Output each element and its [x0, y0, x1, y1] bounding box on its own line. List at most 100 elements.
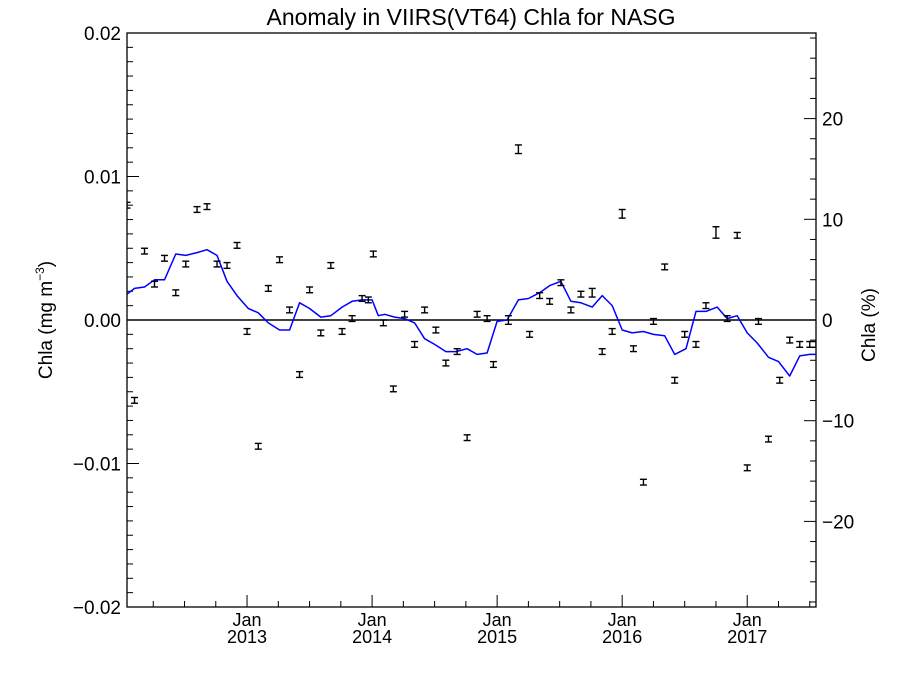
error-bar-point [317, 329, 325, 337]
error-bar-point [546, 297, 554, 305]
x-tick-year-label: 2015 [477, 627, 517, 647]
error-bar-point [338, 327, 346, 336]
error-bar-point [151, 280, 159, 288]
error-bar-point [276, 256, 284, 264]
error-bar-point [296, 370, 304, 379]
y-left-tick-label: −0.01 [73, 455, 121, 476]
error-bar-point [733, 231, 741, 239]
y-right-tick-label: 20 [822, 110, 843, 131]
axis-tick-labels: 0.020.010.00−0.01−0.0220100−10−20Jan2013… [73, 24, 854, 647]
plot-area [127, 144, 816, 486]
y-left-tick-label: 0.02 [84, 24, 121, 45]
error-bar-point [618, 208, 626, 219]
chart-title: Anomaly in VIIRS(VT64) Chla for NASG [266, 4, 675, 30]
x-tick-month-label: Jan [233, 610, 262, 630]
y-right-tick-label: −10 [822, 412, 854, 433]
error-bar-point [649, 317, 657, 326]
x-tick-month-label: Jan [733, 610, 762, 630]
error-bar-point [223, 261, 231, 270]
y-axis-left-label-text: Chla (mg m [36, 281, 57, 379]
error-bar-point [743, 464, 751, 472]
error-bar-point [131, 396, 139, 404]
error-bar-point [327, 261, 335, 270]
y-left-tick-label: −0.02 [73, 598, 121, 619]
x-tick-year-label: 2016 [602, 627, 642, 647]
error-bar-point [598, 348, 606, 356]
error-bar-point [389, 385, 397, 393]
error-bar-point [661, 263, 669, 271]
error-bar-point [369, 250, 377, 258]
error-bar-point [557, 279, 565, 287]
x-tick-month-label: Jan [483, 610, 512, 630]
error-bar-point [514, 144, 522, 155]
error-bar-point [723, 314, 731, 323]
error-bar-point [702, 302, 710, 310]
error-bar-point [182, 260, 190, 268]
error-bar-point [588, 287, 596, 298]
error-bar-point [401, 310, 409, 318]
y-axis-left-label-exponent: −3 [33, 267, 47, 281]
error-bar-point [712, 226, 720, 239]
y-left-tick-label: 0.00 [84, 311, 121, 332]
error-bar-point [172, 289, 180, 297]
x-tick-year-label: 2013 [227, 627, 267, 647]
error-bar-point [504, 314, 512, 326]
error-bar-point [442, 359, 450, 367]
y-right-tick-label: 0 [822, 311, 833, 332]
error-bar-point [567, 306, 575, 314]
error-bar-point [692, 340, 700, 348]
error-bar-point [526, 330, 534, 338]
error-bar-point [681, 330, 689, 338]
error-bar-point [379, 319, 387, 327]
error-bar-point [254, 442, 262, 450]
error-bar-point [421, 306, 429, 314]
error-bar-point [577, 290, 585, 298]
error-bar-point [608, 327, 616, 336]
blue-anomaly-line [127, 248, 816, 377]
y-axis-left-label: Chla (mg m−3) [33, 261, 57, 379]
error-bar-point [411, 340, 419, 348]
x-tick-year-label: 2017 [727, 627, 767, 647]
error-bar-point [233, 241, 241, 249]
error-bar-point [453, 348, 461, 356]
error-bar-point [629, 345, 637, 353]
y-axis-left-label-close: ) [36, 261, 57, 267]
error-bar-point [306, 286, 314, 294]
error-bar-point [193, 205, 201, 214]
error-bar-point [364, 296, 372, 304]
error-bar-point [213, 260, 221, 268]
axis-ticks [127, 32, 816, 608]
x-tick-month-label: Jan [358, 610, 387, 630]
error-bar-point [806, 340, 814, 348]
error-bar-point [671, 376, 679, 384]
error-bar-point [358, 294, 366, 303]
y-axis-right-label: Chla (%) [859, 288, 880, 362]
error-bar-point [489, 360, 497, 369]
error-bar-point [161, 254, 169, 262]
error-bar-point [203, 203, 211, 211]
x-tick-month-label: Jan [608, 610, 637, 630]
error-bar-point [776, 376, 784, 384]
error-bar-point [141, 247, 149, 255]
error-bar-point [286, 306, 294, 314]
y-right-tick-label: −20 [822, 512, 854, 533]
error-bar-point [639, 478, 647, 486]
x-tick-year-label: 2014 [352, 627, 392, 647]
error-bar-point [786, 336, 794, 344]
y-left-tick-label: 0.01 [84, 168, 121, 189]
plot-frame [126, 32, 817, 608]
error-bar-point [463, 434, 471, 442]
error-bar-point [754, 317, 762, 326]
error-bar-point [127, 201, 131, 209]
error-bar-point [536, 292, 544, 300]
error-bar-point [796, 340, 804, 348]
error-bar-point [764, 435, 772, 443]
error-bar-point [348, 314, 356, 323]
error-bar-point [812, 340, 816, 348]
error-bar-point [243, 327, 251, 336]
error-bar-point [264, 284, 272, 292]
error-bar-point [473, 310, 481, 318]
y-right-tick-label: 10 [822, 210, 843, 231]
error-bar-point [483, 314, 491, 323]
